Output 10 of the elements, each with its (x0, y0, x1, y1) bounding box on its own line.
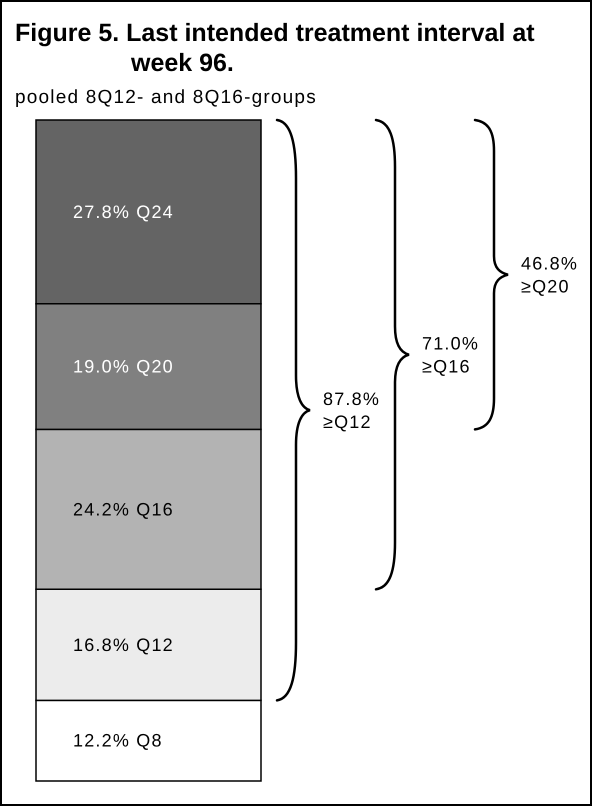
data-label: 12.2% Q8 (73, 730, 163, 751)
data-label: 27.8% Q24 (73, 202, 174, 222)
chart-title: Figure 5. Last intended treatment interval at week 96. (15, 18, 536, 78)
text: 46.8% ≥Q20 (521, 254, 578, 297)
data-label: 24.2% Q16 (73, 499, 174, 520)
data-label: 16.8% Q12 (73, 634, 174, 655)
chart-subtitle: pooled 8Q12- and 8Q16-groups (15, 87, 317, 109)
data-label: 19.0% Q20 (73, 356, 174, 377)
text: 87.8% ≥Q12 (323, 389, 380, 432)
text: 71.0% ≥Q16 (422, 334, 480, 377)
